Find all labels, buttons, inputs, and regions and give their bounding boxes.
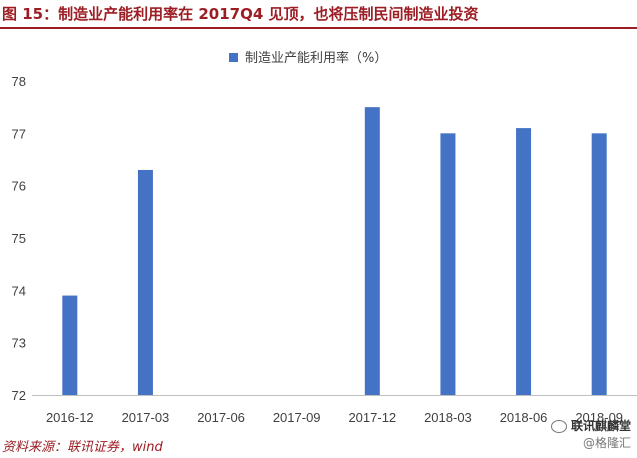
source-note: 资料来源：联讯证券，wind (2, 440, 163, 455)
y-axis-ticks: 72 73 74 75 76 77 78 (12, 74, 26, 403)
figure-title: 图 15：制造业产能利用率在 2017Q4 见顶，也将压制民间制造业投资 (2, 5, 479, 23)
watermark-handle: @格隆汇 (582, 436, 631, 450)
bar (137, 169, 153, 395)
legend-label: 制造业产能利用率（%） (245, 50, 387, 66)
y-tick-label: 77 (12, 126, 26, 141)
y-tick-label: 74 (12, 283, 26, 298)
y-tick-label: 78 (12, 74, 26, 89)
bars (62, 107, 607, 396)
wechat-icon (550, 420, 567, 433)
x-tick-label: 2018-06 (500, 410, 548, 425)
y-tick-label: 75 (12, 231, 26, 246)
bar (364, 107, 380, 396)
watermark-name: 联讯麒麟堂 (570, 419, 631, 433)
title-divider (0, 27, 637, 29)
x-tick-label: 2017-09 (273, 410, 321, 425)
legend-swatch (229, 53, 238, 62)
bar (440, 133, 456, 395)
bar-chart: 制造业产能利用率（%） 72 73 74 75 76 77 78 2016-12 2017-0… (12, 50, 637, 425)
y-tick-label: 72 (12, 388, 26, 403)
x-tick-label: 2018-03 (424, 410, 472, 425)
x-tick-label: 2018-09 (575, 410, 623, 425)
bar (62, 295, 78, 395)
x-tick-label: 2017-03 (122, 410, 170, 425)
x-axis-ticks: 2016-12 2017-03 2017-06 2017-09 2017-12 2018-… (46, 410, 623, 425)
bar (516, 128, 532, 395)
bar (591, 133, 607, 395)
watermark: 联讯麒麟堂 @格隆汇 (550, 418, 631, 452)
x-tick-label: 2017-12 (348, 410, 396, 425)
legend: 制造业产能利用率（%） (229, 50, 387, 66)
x-tick-label: 2017-06 (197, 410, 245, 425)
y-tick-label: 76 (12, 179, 26, 194)
y-tick-label: 73 (12, 336, 26, 351)
x-tick-label: 2016-12 (46, 410, 94, 425)
